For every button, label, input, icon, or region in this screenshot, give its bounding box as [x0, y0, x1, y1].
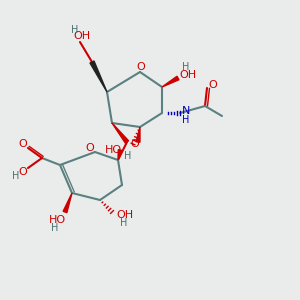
Text: H: H — [182, 62, 190, 72]
Polygon shape — [162, 76, 179, 87]
Text: O: O — [136, 62, 146, 72]
Text: HO: HO — [105, 145, 122, 155]
Text: H: H — [51, 223, 59, 233]
Text: OH: OH — [179, 70, 197, 80]
Text: O: O — [19, 139, 27, 149]
Text: H: H — [124, 151, 132, 161]
Text: OH: OH — [74, 31, 91, 41]
Text: O: O — [85, 143, 94, 153]
Text: H: H — [12, 171, 20, 181]
Polygon shape — [90, 61, 107, 92]
Text: H: H — [71, 25, 79, 35]
Text: O: O — [130, 139, 140, 149]
Text: HO: HO — [48, 215, 66, 225]
Text: H: H — [120, 218, 128, 228]
Polygon shape — [118, 150, 122, 160]
Text: OH: OH — [116, 210, 134, 220]
Text: H: H — [182, 115, 190, 125]
Text: O: O — [19, 167, 27, 177]
Text: O: O — [208, 80, 217, 90]
Text: N: N — [182, 106, 190, 116]
Polygon shape — [112, 123, 129, 143]
Polygon shape — [63, 193, 72, 213]
Polygon shape — [136, 127, 140, 142]
